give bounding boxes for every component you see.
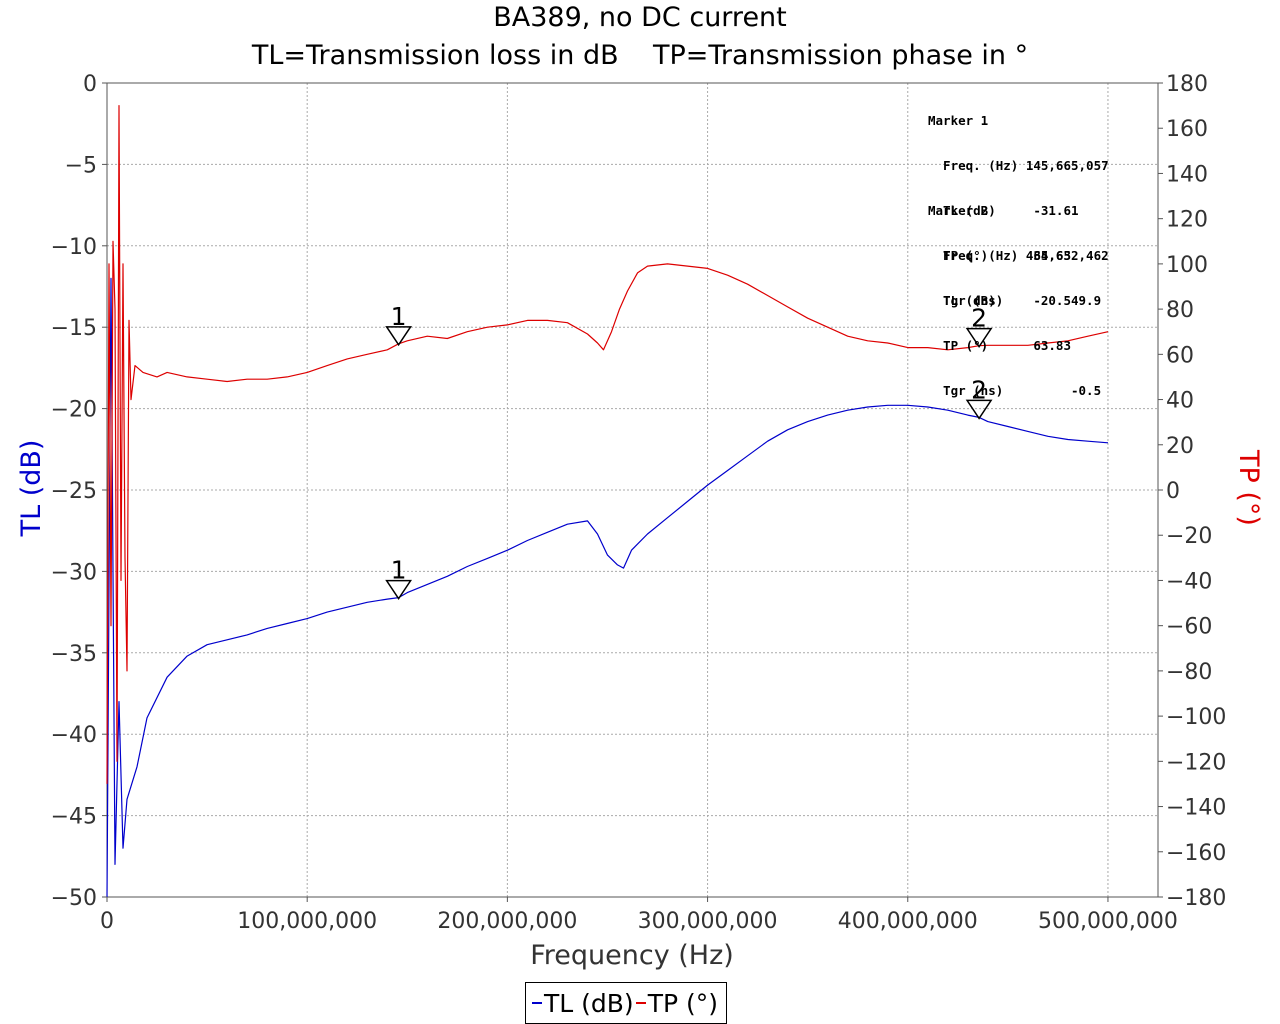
series-layer: [106, 104, 1109, 898]
y-left-tick-label: −35: [51, 642, 97, 667]
marker-1-name: Marker 1: [928, 113, 989, 128]
marker-1-tp: TP (°) 64.65: [928, 248, 1071, 263]
x-ticks: 0 100,000,000 200,000,000 300,000,000 400,00…: [100, 897, 1178, 934]
x-tick-label: 0: [100, 909, 114, 934]
y-right-tick-label: 40: [1166, 389, 1194, 414]
marker-2-tp-label: 2: [971, 304, 987, 333]
legend-swatch-tl: [532, 1002, 542, 1004]
y-right-axis-label: TP (°): [1233, 449, 1264, 526]
y-right-tick-label: 80: [1166, 298, 1194, 323]
y-right-tick-label: −40: [1166, 569, 1212, 594]
marker-2-tl-label: 2: [971, 375, 987, 404]
marker-2-tp-triangle: [965, 327, 993, 349]
y-right-tick-label: 60: [1166, 343, 1194, 368]
y-left-tick-label: −20: [51, 398, 97, 423]
y-left-tick-label: −25: [51, 479, 97, 504]
marker-2-tp: TP (°) 63.83: [928, 338, 1071, 353]
marker-1-tp-triangle: [385, 326, 413, 347]
y-left-tick-label: −50: [51, 886, 97, 911]
y-right-tick-label: 160: [1166, 117, 1208, 142]
tl-series-line: [106, 277, 1109, 898]
y-left-tick-label: −15: [51, 316, 97, 341]
y-right-tick-label: 120: [1166, 208, 1208, 233]
y-right-tick-label: −80: [1166, 660, 1212, 685]
marker-1-tl-triangle: [385, 579, 413, 600]
y-right-tick-label: −120: [1166, 750, 1226, 775]
x-tick-label: 200,000,000: [437, 909, 577, 934]
marker-1-tgr: Tgr (ns) 9.9: [928, 293, 1102, 308]
legend-label-tl: TL (dB): [544, 988, 634, 1018]
marker-1-tl: TL (dB) -31.61: [928, 203, 1079, 218]
y-right-tick-label: −180: [1166, 886, 1226, 911]
legend-label-tp: TP (°): [647, 988, 718, 1018]
marker-1-tp-label: 1: [391, 302, 407, 331]
marker-1-freq: Freq. (Hz) 145,665,057: [928, 158, 1109, 173]
y-right-tick-label: −60: [1166, 615, 1212, 640]
y-left-tick-label: −45: [51, 805, 97, 830]
marker-2-tl: TL (dB) -20.54: [928, 293, 1079, 308]
y-right-tick-label: 20: [1166, 434, 1194, 459]
chart-subtitle: TL=Transmission loss in dB TP=Transmissi…: [251, 40, 1029, 71]
y-right-tick-label: 180: [1166, 72, 1208, 97]
y-right-tick-label: −20: [1166, 524, 1212, 549]
y-left-axis-label: TL (dB): [16, 440, 47, 538]
y-right-tick-label: 100: [1166, 253, 1208, 278]
y-left-tick-label: −10: [51, 235, 97, 260]
y-left-ticks: 0 −5 −10 −15 −20 −25 −30 −35 −40 −45 −50: [51, 72, 107, 911]
marker-2-readout: Marker 2 Freq. (Hz) 435,632,462 TL (dB) …: [928, 173, 1109, 413]
legend-swatch-tp: [635, 1002, 646, 1004]
legend-item-tl: TL (dB): [532, 989, 634, 1018]
marker-2-name: Marker 2: [928, 203, 989, 218]
y-left-tick-label: −5: [65, 153, 97, 178]
y-right-tick-label: −160: [1166, 841, 1226, 866]
marker-2-tl-triangle: [965, 399, 993, 420]
y-right-ticks: 180 160 140 120 100 80 60 40 20 0 −20 −40 −60 −80 −100…: [1158, 72, 1226, 911]
y-right-tick-label: −140: [1166, 796, 1226, 821]
chart-title: BA389, no DC current: [493, 2, 787, 33]
y-left-tick-label: −40: [51, 723, 97, 748]
marker-2-tgr: Tgr (ns) -0.5: [928, 383, 1102, 398]
markers-layer: 1 1 2 2: [385, 302, 993, 600]
tp-series-line: [106, 104, 1109, 784]
x-axis-label: Frequency (Hz): [530, 940, 734, 971]
legend-item-tp: TP (°): [635, 988, 718, 1018]
y-right-tick-label: −100: [1166, 705, 1226, 730]
x-tick-label: 400,000,000: [838, 909, 978, 934]
y-right-tick-label: 0: [1166, 479, 1180, 504]
x-tick-label: 300,000,000: [638, 909, 778, 934]
x-tick-label: 500,000,000: [1038, 909, 1178, 934]
marker-2-freq: Freq. (Hz) 435,632,462: [928, 248, 1109, 263]
x-tick-label: 100,000,000: [237, 909, 377, 934]
y-right-tick-label: 140: [1166, 162, 1208, 187]
marker-1-readout: Marker 1 Freq. (Hz) 145,665,057 TL (dB) …: [928, 83, 1109, 323]
legend: TL (dB) TP (°): [525, 982, 727, 1024]
y-left-tick-label: 0: [83, 72, 97, 97]
marker-1-tl-label: 1: [391, 556, 407, 585]
y-left-tick-label: −30: [51, 560, 97, 585]
